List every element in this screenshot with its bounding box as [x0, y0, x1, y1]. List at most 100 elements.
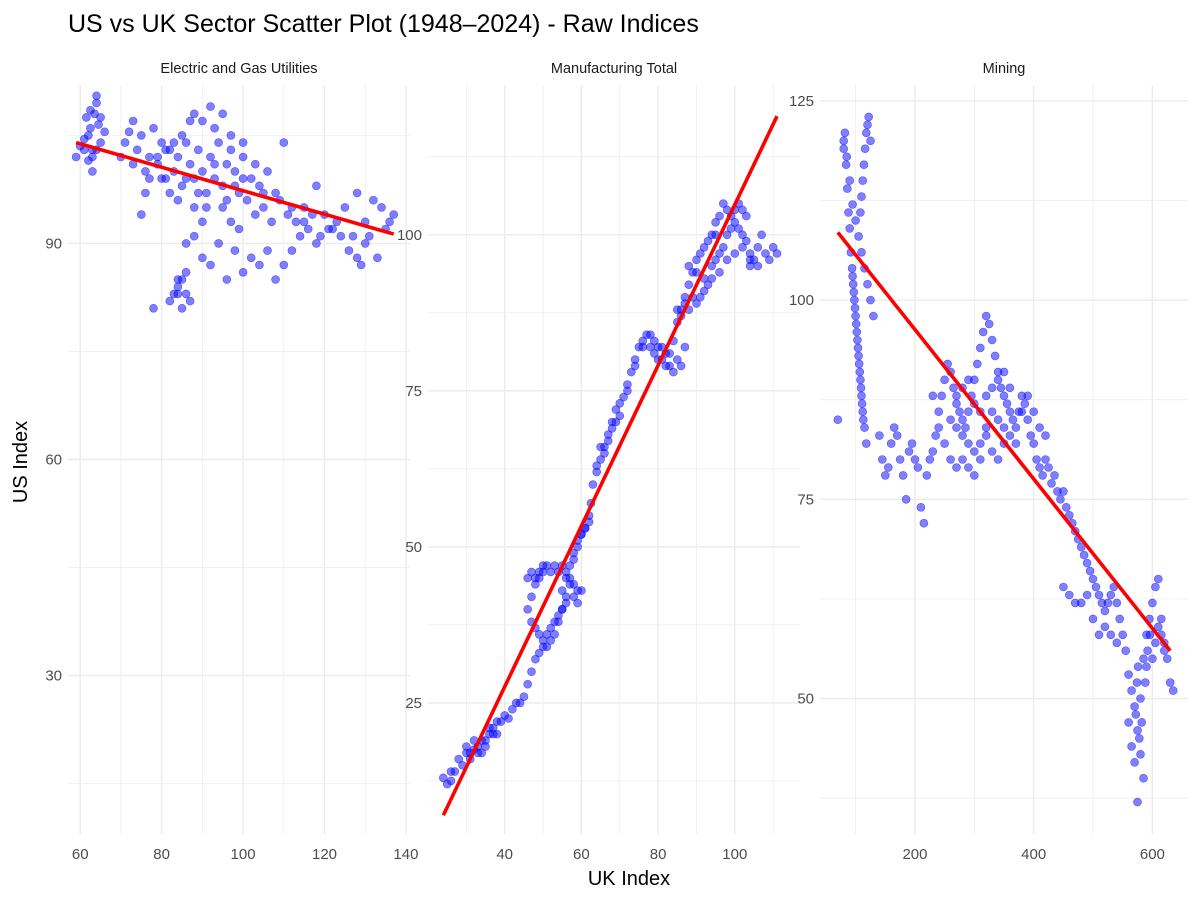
x-tick-label: 400: [1021, 846, 1046, 863]
data-point: [1154, 574, 1163, 584]
data-point: [523, 604, 533, 614]
data-point: [996, 383, 1006, 393]
data-point: [952, 391, 961, 401]
data-point: [1165, 678, 1175, 687]
data-point: [715, 249, 724, 258]
facet-2: 40 60 80 100 25 50 75 100 Manufacturing Total: [397, 61, 800, 863]
data-point: [855, 367, 865, 377]
data-point: [565, 561, 575, 570]
data-point: [295, 231, 305, 241]
data-point: [916, 502, 926, 512]
data-point: [600, 448, 609, 458]
data-point: [745, 255, 755, 265]
data-point: [1085, 566, 1095, 576]
data-point: [1032, 455, 1041, 464]
data-point: [860, 423, 869, 432]
data-point: [964, 375, 973, 385]
data-point: [96, 138, 105, 147]
data-point: [246, 174, 256, 183]
data-point: [198, 217, 207, 227]
x-tick-label: 60: [72, 846, 89, 863]
data-point: [299, 217, 309, 227]
data-point: [1038, 471, 1047, 480]
data-point: [1026, 431, 1035, 440]
x-tick-label: 40: [496, 846, 513, 863]
data-point: [454, 754, 464, 764]
data-point: [259, 203, 268, 212]
data-point: [738, 243, 747, 252]
data-point: [255, 181, 264, 191]
data-point: [857, 192, 866, 201]
data-point: [141, 167, 150, 176]
regression-line: [441, 115, 779, 817]
data-point: [928, 391, 938, 401]
data-point: [515, 698, 525, 708]
data-point: [573, 598, 582, 608]
data-point: [1118, 630, 1127, 640]
data-point: [550, 617, 559, 627]
data-point: [312, 239, 321, 248]
data-point: [82, 113, 91, 122]
data-point: [718, 243, 728, 252]
data-point: [132, 145, 142, 155]
data-point: [772, 249, 782, 258]
data-point: [866, 295, 875, 305]
data-point: [161, 145, 170, 155]
data-point: [534, 629, 544, 639]
data-point: [588, 480, 598, 489]
x-tick-label: 600: [1140, 846, 1165, 863]
data-point: [852, 327, 862, 337]
data-point: [542, 642, 552, 652]
data-point: [271, 275, 280, 284]
data-point: [669, 367, 678, 377]
data-point: [964, 407, 973, 417]
data-point: [364, 231, 374, 241]
data-point: [238, 138, 248, 147]
facet-panels: 60 80 100 120 140 30 60 90 Electric and Gas Util…: [45, 61, 1188, 863]
data-point: [1133, 726, 1142, 735]
data-point: [850, 295, 859, 305]
data-point: [577, 586, 586, 595]
data-point: [1133, 797, 1142, 807]
data-point: [222, 159, 232, 169]
data-point: [646, 342, 655, 352]
data-point: [1112, 598, 1122, 608]
data-point: [206, 102, 215, 111]
data-point: [987, 335, 997, 345]
data-point: [623, 386, 632, 396]
data-point: [177, 303, 187, 313]
data-point: [336, 231, 346, 241]
data-point: [955, 407, 964, 417]
data-point: [928, 447, 938, 456]
data-point: [892, 431, 902, 440]
data-point: [226, 131, 236, 140]
data-point: [695, 249, 705, 258]
data-point: [1088, 574, 1098, 584]
data-point: [922, 471, 932, 480]
data-point: [1124, 718, 1133, 727]
data-point: [860, 144, 870, 153]
data-point: [611, 417, 621, 427]
data-point: [649, 349, 659, 358]
data-point: [222, 275, 232, 284]
data-point: [71, 152, 81, 162]
data-point: [848, 271, 857, 281]
data-point: [730, 249, 740, 258]
data-point: [519, 692, 529, 702]
data-point: [741, 211, 751, 221]
data-point: [741, 236, 751, 246]
data-point: [194, 188, 203, 198]
data-point: [169, 138, 179, 147]
data-point: [189, 109, 199, 119]
data-point: [1157, 614, 1166, 624]
data-point: [934, 423, 944, 432]
data-point: [316, 231, 325, 241]
data-point: [88, 167, 97, 176]
data-point: [218, 203, 227, 212]
data-point: [869, 311, 878, 321]
data-point: [153, 152, 162, 162]
data-point: [1106, 630, 1116, 640]
data-point: [859, 160, 869, 169]
data-point: [718, 199, 728, 208]
data-point: [137, 210, 146, 219]
